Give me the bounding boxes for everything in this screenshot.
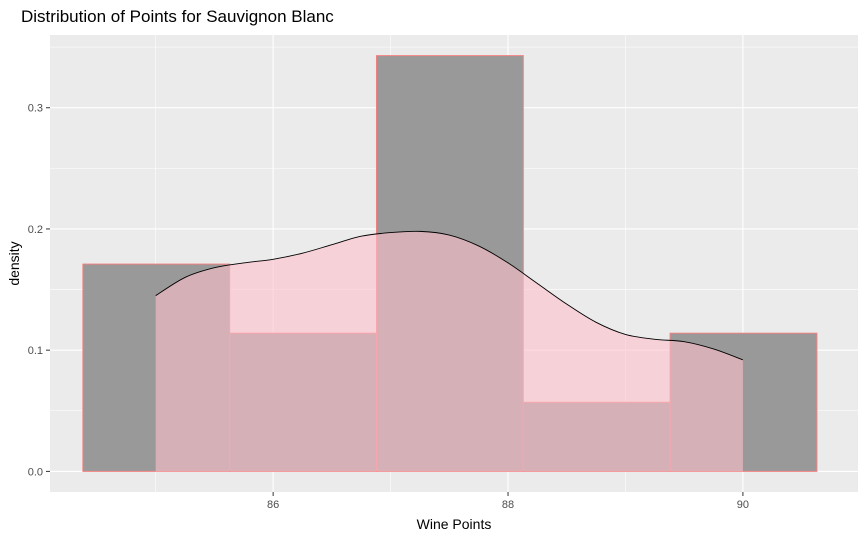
x-axis: 86 88 90 bbox=[267, 492, 749, 511]
y-axis: 0.0 0.1 0.2 0.3 bbox=[28, 103, 50, 478]
x-tick-label: 86 bbox=[267, 499, 279, 511]
density-layer bbox=[155, 230, 744, 472]
density-curve bbox=[155, 230, 744, 361]
x-tick-label: 90 bbox=[737, 499, 749, 511]
x-axis-label: Wine Points bbox=[417, 516, 492, 532]
x-tick-label: 88 bbox=[502, 499, 514, 511]
y-axis-label: density bbox=[6, 241, 22, 285]
y-tick-label: 0.3 bbox=[28, 103, 43, 115]
density-area bbox=[155, 231, 743, 472]
y-tick-label: 0.2 bbox=[28, 224, 43, 236]
y-tick-label: 0.1 bbox=[28, 345, 43, 357]
chart-title: Distribution of Points for Sauvignon Bla… bbox=[21, 7, 334, 26]
y-tick-label: 0.0 bbox=[28, 466, 43, 478]
